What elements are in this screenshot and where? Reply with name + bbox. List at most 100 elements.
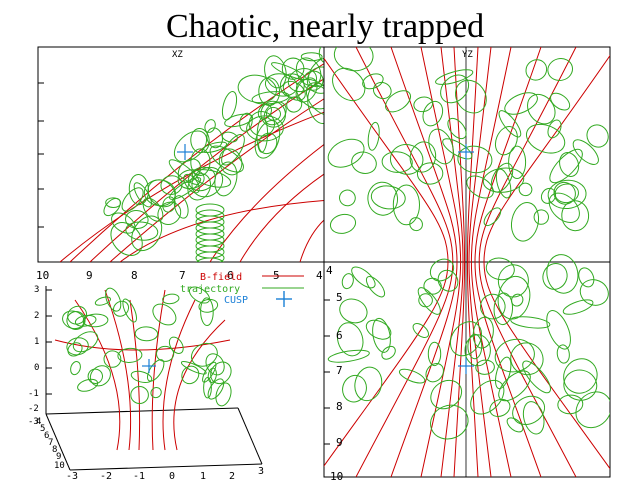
trajectory-loop (74, 314, 97, 327)
trajectory-loop (246, 115, 284, 142)
trajectory-loop (464, 334, 491, 367)
bfield-line (104, 289, 132, 451)
trajectory-loop (562, 299, 594, 315)
trajectory-loop (485, 257, 515, 281)
trajectory-loop (372, 317, 391, 353)
xz-xtick-10: 10 (36, 269, 49, 282)
trajectory-loop (437, 269, 459, 292)
yz-ytick-6: 6 (336, 329, 343, 342)
three-d-z-tick-4: 4 (36, 417, 41, 427)
trajectory-loop (342, 374, 367, 403)
trajectory-loop (429, 258, 455, 282)
trajectory-loop (454, 79, 487, 114)
yz-ytick-5: 5 (336, 291, 343, 304)
trajectory-loop (470, 379, 505, 415)
trajectory-loop (333, 47, 374, 72)
xz-xtick-7: 7 (179, 269, 186, 282)
trajectory-loop (72, 331, 99, 353)
trajectory-loop (221, 91, 238, 121)
xz-panel: XZ 10 9 8 7 6 5 4 (36, 46, 325, 282)
three-d-z-tick-5: 5 (40, 424, 45, 434)
trajectory-loop (198, 298, 219, 313)
trajectory-loop (522, 360, 551, 394)
trajectory-loop (204, 119, 216, 133)
bfield-line (478, 47, 577, 477)
trajectory-loop (575, 391, 610, 429)
bfield-line (209, 143, 324, 262)
bfield-line (74, 299, 121, 451)
trajectory-loop (457, 145, 493, 174)
three-d-trajectory (62, 286, 232, 407)
trajectory-loop (150, 387, 162, 399)
trajectory-loop (133, 182, 152, 208)
trajectory-loop (483, 207, 502, 227)
three-d-left-tick-3: 0 (34, 363, 39, 373)
trajectory-loop (191, 169, 232, 188)
trajectory-loop (287, 68, 318, 93)
trajectory-loop (77, 378, 99, 392)
trajectory-loop (489, 398, 511, 417)
trajectory-loop (218, 148, 243, 176)
legend-plus-cusp (276, 291, 292, 307)
xz-bfield-lines (59, 63, 324, 262)
three-d-z-tick-9: 9 (56, 452, 61, 462)
bfield-line (151, 289, 166, 451)
trajectory-loop (472, 316, 494, 349)
trajectory-loop (422, 100, 444, 127)
trajectory-loop (413, 96, 434, 113)
trajectory-loop (263, 101, 287, 126)
trajectory-loop (103, 350, 122, 368)
trajectory-loop (563, 369, 598, 401)
three-d-left-tick-1: 2 (34, 311, 39, 321)
trajectory-loop (504, 92, 538, 115)
trajectory-loop (286, 96, 303, 113)
yz-cusp-marker-upper (458, 144, 474, 160)
trajectory-loop (239, 112, 253, 132)
trajectory-loop (203, 377, 212, 399)
bfield-line (420, 47, 462, 477)
trajectory-loop (563, 358, 598, 394)
trajectory-loop (561, 200, 590, 232)
trajectory-loop (202, 361, 217, 383)
trajectory-loop (237, 74, 277, 104)
trajectory-loop (112, 300, 130, 317)
trajectory-loop (409, 141, 437, 173)
yz-panel: YZ 4 5 6 7 8 9 10 (323, 46, 611, 480)
trajectory-loop (367, 181, 399, 216)
three-d-x-tick-6: 3 (258, 466, 264, 477)
trajectory-loop (497, 275, 531, 320)
three-d-z-tick-10: 10 (54, 461, 65, 471)
trajectory-loop (195, 251, 225, 262)
trajectory-loop (425, 363, 444, 383)
trajectory-loop (66, 311, 86, 330)
trajectory-loop (67, 305, 88, 325)
bfield-line (119, 199, 324, 262)
three-d-z-tick-8: 8 (52, 445, 57, 455)
trajectory-loop (196, 257, 224, 262)
trajectory-loop (162, 196, 176, 213)
trajectory-loop (279, 73, 305, 98)
bfield-line (109, 98, 324, 262)
yz-ytick-7: 7 (336, 364, 343, 377)
trajectory-loop (482, 167, 525, 193)
yz-ytick-10: 10 (330, 470, 343, 480)
three-d-x-tick-4: 1 (200, 471, 206, 480)
yz-panel-label: YZ (462, 50, 473, 60)
three-d-x-tick-1: -2 (100, 471, 112, 480)
trajectory-loop (142, 197, 164, 222)
trajectory-loop (190, 148, 211, 176)
trajectory-loop (200, 297, 214, 326)
trajectory-loop (389, 144, 424, 175)
xz-cusp-marker (177, 144, 193, 160)
xz-panel-label: XZ (172, 50, 183, 60)
trajectory-loop (372, 81, 392, 100)
bfield-line (59, 111, 324, 262)
trajectory-loop (248, 111, 275, 137)
trajectory-loop (586, 124, 609, 148)
trajectory-loop (479, 293, 506, 320)
trajectory-loop (497, 264, 529, 298)
trajectory-loop (423, 277, 442, 295)
trajectory-loop (191, 166, 224, 198)
trajectory-loop (207, 367, 217, 383)
trajectory-loop (447, 117, 467, 140)
